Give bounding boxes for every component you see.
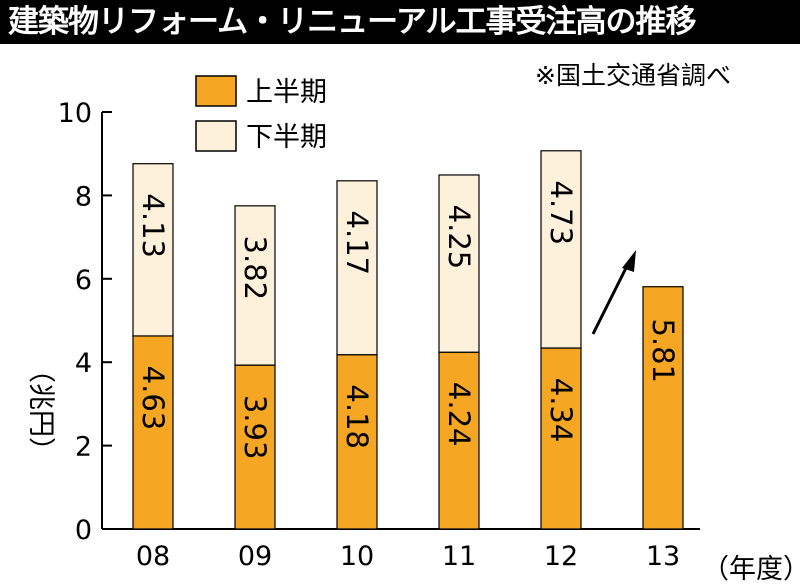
bar-label-first-half: 4.34 (544, 378, 578, 443)
bar-label-second-half: 4.13 (136, 193, 170, 258)
legend-label-first-half: 上半期 (246, 77, 327, 108)
legend-swatch-first-half (195, 75, 237, 107)
bar-label-second-half: 4.25 (442, 205, 476, 270)
bar-first-half (642, 286, 684, 530)
x-tick-label: 12 (544, 541, 578, 572)
bar-second-half (132, 163, 174, 337)
bar-label-first-half: 5.81 (646, 318, 680, 383)
bar-second-half (336, 180, 378, 356)
source-note: ※国土交通省調べ (535, 61, 731, 90)
y-tick-label: 8 (75, 181, 92, 212)
bar-first-half (132, 335, 174, 530)
bar-first-half (336, 354, 378, 530)
trend-arrow-shaft (591, 263, 630, 335)
bar-label-second-half: 4.73 (544, 180, 578, 245)
y-tick-label: 10 (58, 98, 92, 129)
x-tick-label: 13 (646, 541, 680, 572)
x-tick-label: 09 (238, 541, 272, 572)
bar-first-half (234, 364, 276, 530)
x-tick-label: 11 (442, 541, 476, 572)
y-tick-label: 6 (75, 265, 92, 296)
y-tick-label: 4 (75, 348, 92, 379)
x-tick-label: 10 (340, 541, 374, 572)
bar-label-first-half: 4.24 (442, 382, 476, 447)
legend-label-second-half: 下半期 (246, 122, 327, 153)
bar-label-second-half: 3.82 (238, 236, 272, 301)
trend-arrow-head (622, 250, 636, 272)
bar-second-half (234, 205, 276, 366)
legend-swatch-second-half (195, 120, 237, 152)
bar-label-second-half: 4.17 (340, 211, 374, 276)
y-axis-label: （兆円） (25, 356, 56, 464)
x-tick-label: 08 (136, 541, 170, 572)
y-tick-label: 2 (75, 432, 92, 463)
bar-label-first-half: 4.18 (340, 384, 374, 449)
bar-first-half (540, 347, 582, 530)
bar-second-half (540, 150, 582, 349)
y-tick-label: 0 (75, 515, 92, 546)
bar-label-first-half: 4.63 (136, 366, 170, 431)
x-axis-label: （年度） (702, 554, 800, 585)
bar-label-first-half: 3.93 (238, 395, 272, 460)
bar-first-half (438, 351, 480, 530)
bar-second-half (438, 174, 480, 353)
chart-title: 建築物リフォーム・リニューアル工事受注高の推移 (0, 0, 800, 44)
